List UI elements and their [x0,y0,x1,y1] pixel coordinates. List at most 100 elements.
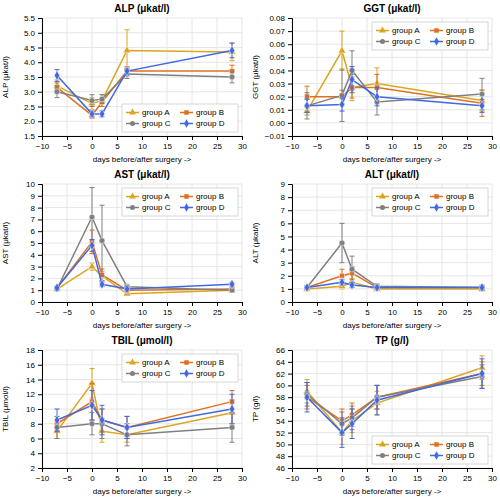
legend-symbol [130,121,135,126]
tick: 10 [26,180,42,189]
tick-label: 10 [388,308,397,317]
tick: 2 [281,272,292,281]
data-point [89,109,94,118]
tick-label: 3.0 [24,88,36,97]
data-point [349,280,354,289]
tick: 10 [138,468,147,483]
series-line [307,80,482,106]
tick-mark [242,136,243,140]
legend-symbol [130,371,135,376]
legend-symbol [184,203,189,211]
error-bar [340,69,345,121]
error-bar-cap [340,97,345,98]
tick-label: 9 [281,180,286,189]
legend-label: group A [142,108,170,117]
grid-line [42,243,242,244]
tick: 4 [31,251,42,260]
tick-mark [342,468,343,472]
error-bar-cap [340,111,345,112]
series-line [57,383,232,435]
tick: 18 [26,346,42,355]
x-axis: −10−5051015202530 [36,302,248,317]
tick-mark [317,302,318,306]
chart-title: AST (μkat/l) [114,169,170,180]
tick: 66 [276,346,292,355]
error-bar [230,394,235,424]
tick: −5 [63,136,73,151]
legend-symbol [379,193,386,199]
error-bar [90,391,95,421]
legend-symbol [434,194,438,198]
error-bar-cap [375,385,380,386]
data-point [124,423,129,432]
tick-label: 3 [281,259,286,268]
series [304,362,484,433]
tick-label: 4 [281,246,286,255]
series-line [307,377,482,424]
data-point [339,240,345,246]
error-bar-cap [340,411,345,412]
panel: −10−5051015202530−0.010.000.010.020.030.… [251,3,497,164]
tick: −0.01 [265,132,292,141]
tick-label: 0 [90,474,95,483]
tick: 0 [31,298,42,307]
error-bar [125,67,130,76]
error-bar-cap [480,388,485,389]
grid-line [42,184,242,185]
legend-item: group D [430,203,475,212]
tick-label: 25 [213,142,222,151]
error-bar-cap [480,99,485,100]
error-bar-cap [350,438,355,439]
axis-line [293,137,493,141]
error-bar-cap [350,97,355,98]
error-bar [90,383,95,420]
error-bar-cap [55,97,60,98]
tick: 0.08 [269,14,292,23]
tick-mark [38,409,42,410]
tick-label: 4.5 [24,44,36,53]
tick-label: −10 [36,474,50,483]
tick-mark [392,136,393,140]
error-bar-cap [340,417,345,418]
legend-item: group D [180,203,225,212]
error-bar [340,223,345,262]
tick-mark [288,385,292,386]
error-bar-cap [125,416,130,417]
legend-item: group D [430,451,475,460]
series [304,359,484,448]
tick-mark [192,136,193,140]
tick-label: 16 [26,361,35,370]
y-axis-title: AST (μkat/l) [1,222,10,265]
legend-label: group C [392,451,421,460]
tick-label: 1.5 [24,132,36,141]
tick-mark [192,468,193,472]
grid [42,184,242,302]
tick-label: 46 [276,464,285,473]
tick: 10 [138,136,147,151]
data-point [349,75,354,84]
error-bar [90,239,95,251]
tick-mark [288,350,292,351]
tick-label: 64 [276,358,285,367]
chart-title: ALT (μkat/l) [365,169,419,180]
error-bar-cap [375,385,380,386]
tick: 20 [438,136,447,151]
tick-mark [492,136,493,140]
error-bar-cap [100,405,105,406]
tick-mark [288,184,292,185]
tick-label: 0.01 [269,106,285,115]
tick-mark [342,302,343,306]
tick-mark [38,184,42,185]
tick: 16 [26,361,42,370]
series [54,239,234,293]
error-bar-cap [55,409,60,410]
tick-label: −10 [286,474,300,483]
tick-label: 6 [31,227,36,236]
tick-mark [38,77,42,78]
legend-item: group B [180,192,224,201]
grid-line [342,18,343,136]
grid-line [367,18,368,136]
tick-mark [217,468,218,472]
legend-label: group C [142,369,171,378]
tick-label: −5 [63,142,73,151]
